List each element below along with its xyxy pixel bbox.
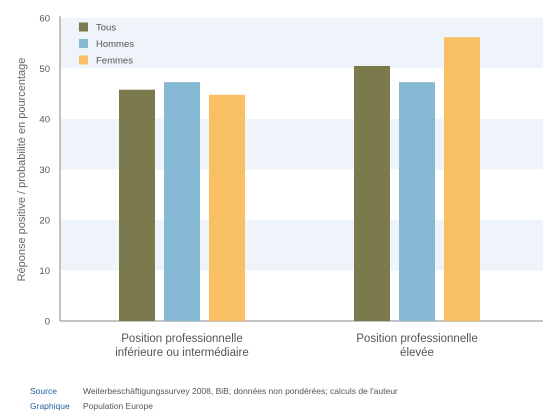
y-tick-label: 20	[39, 216, 50, 227]
x-category-label: Position professionnelle	[356, 333, 477, 345]
legend-label: Femmes	[96, 56, 133, 67]
legend-label: Tous	[96, 23, 116, 34]
y-axis-label: Réponse positive / probabilité en pource…	[16, 58, 28, 282]
graphic-text: Population Europe	[83, 401, 153, 411]
legend-swatch	[79, 39, 88, 48]
x-category-label: élevée	[400, 347, 434, 359]
y-tick-label: 40	[39, 115, 50, 126]
bar-femmes	[209, 94, 245, 321]
y-tick-label: 30	[39, 165, 50, 176]
legend-label: Hommes	[96, 39, 134, 50]
y-tick-label: 50	[39, 64, 50, 75]
bar-hommes	[399, 82, 435, 321]
bar-tous	[119, 89, 155, 322]
legend-swatch	[79, 55, 88, 65]
x-category-label: Position professionnelle	[121, 333, 242, 345]
graphic-label: Graphique	[30, 401, 70, 411]
chart: 0 10 20 30 40 50 60 Réponse positive / probabil…	[16, 14, 543, 359]
bar-femmes	[444, 37, 480, 321]
bar-hommes	[164, 82, 200, 321]
y-tick-label: 0	[45, 317, 50, 328]
y-tick-label: 60	[39, 14, 50, 25]
footer-graphic-line: Graphique Population Europe	[30, 399, 153, 413]
source-label: Source	[30, 386, 57, 396]
bar-tous	[354, 65, 390, 321]
x-category-label: inférieure ou intermédiaire	[115, 347, 249, 359]
y-tick-label: 10	[39, 266, 50, 277]
source-text: Weiterbeschäftigungssurvey 2008, BiB; do…	[83, 386, 398, 396]
bar-chart: 0 10 20 30 40 50 60 Réponse positive / probabil…	[16, 14, 543, 359]
footer-source-line: Source Weiterbeschäftigungssurvey 2008, B…	[30, 384, 398, 398]
legend-swatch	[79, 22, 88, 32]
